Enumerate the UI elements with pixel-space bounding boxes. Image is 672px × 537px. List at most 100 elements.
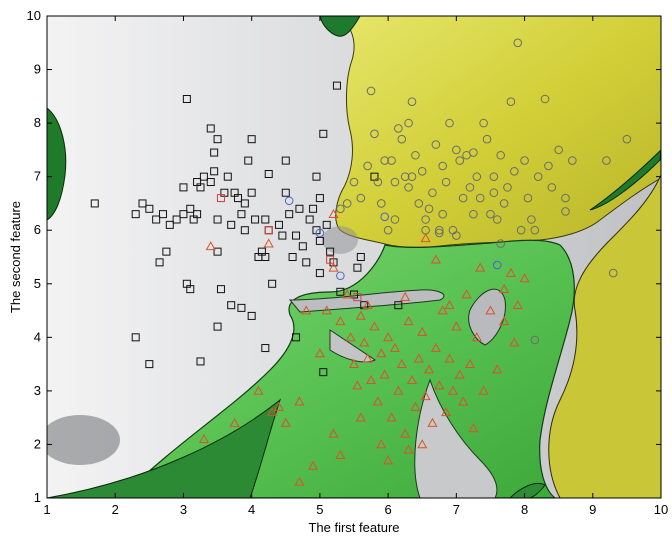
triangle-data-point [359, 337, 370, 347]
square-data-point [288, 253, 297, 261]
triangle-data-point [335, 449, 346, 460]
circle-data-point [469, 148, 478, 157]
triangle-data-point [294, 476, 305, 486]
triangle-data-point [253, 385, 264, 395]
triangle-data-point [366, 374, 377, 385]
y-tick-label: 8 [34, 115, 41, 130]
square-data-point [261, 253, 270, 261]
circle-data-point [465, 183, 475, 192]
triangle-data-point [294, 396, 305, 406]
triangle-data-point [389, 342, 400, 352]
x-tick-label: 9 [589, 502, 596, 517]
triangle-data-point [386, 412, 397, 422]
square-data-point [326, 247, 335, 256]
square-data-point [315, 269, 324, 278]
triangle-data-point [198, 433, 209, 443]
square-data-point [138, 199, 147, 208]
circle-data-point [475, 193, 485, 203]
square-data-point [213, 215, 222, 224]
square-data-point [353, 263, 362, 272]
square-data-point [186, 204, 195, 213]
triangle-data-point [441, 407, 452, 417]
x-tick-label: 7 [453, 502, 460, 517]
square-data-point [223, 172, 232, 181]
gray-inner-sliver [288, 289, 445, 313]
square-data-point [312, 172, 321, 181]
square-data-point [315, 236, 324, 245]
misclassified-circle-point [284, 196, 294, 206]
square-data-point [274, 220, 283, 229]
misclassified-circle-point [336, 271, 345, 281]
square-data-point [247, 188, 256, 197]
circle-data-point [434, 225, 444, 235]
square-data-point [240, 226, 249, 235]
triangle-data-point [342, 289, 353, 299]
triangle-data-point [458, 396, 469, 406]
triangle-data-point [400, 428, 411, 438]
triangle-data-point [345, 332, 356, 342]
triangle-data-point [505, 267, 516, 277]
gray-inner-hole-1 [414, 378, 498, 498]
circle-data-point [397, 134, 407, 144]
circle-data-point [503, 183, 512, 192]
circle-data-point [356, 193, 366, 203]
triangle-data-point [396, 358, 407, 368]
circle-data-point [608, 268, 618, 278]
circle-data-point [523, 193, 533, 203]
triangle-data-point [352, 380, 363, 390]
triangle-data-point [434, 380, 445, 390]
y-tick-label: 9 [34, 62, 41, 77]
circle-data-point [489, 172, 499, 181]
square-data-point [206, 124, 215, 133]
circle-data-point [414, 199, 424, 208]
y-tick-label: 10 [27, 8, 41, 23]
circle-data-point [421, 215, 430, 224]
circle-data-point [342, 199, 352, 208]
triangle-data-point [430, 342, 441, 352]
square-data-point [196, 357, 205, 366]
square-data-point [186, 285, 195, 294]
circle-data-point [373, 177, 383, 187]
triangle-data-point [444, 353, 455, 363]
triangle-data-point [355, 310, 366, 320]
square-data-point [240, 199, 249, 208]
square-data-point [261, 215, 270, 224]
triangle-data-point [379, 369, 390, 379]
square-data-point [179, 210, 188, 219]
triangle-data-point [383, 455, 394, 465]
circle-data-point [455, 156, 465, 165]
circle-data-point [380, 156, 390, 165]
square-data-point [182, 95, 191, 104]
square-data-point [268, 279, 277, 288]
square-data-point [261, 344, 270, 353]
circle-data-point [445, 118, 454, 128]
square-data-point [394, 301, 403, 310]
triangle-data-point [451, 321, 462, 331]
square-data-point [319, 368, 328, 377]
triangle-data-point [328, 428, 339, 438]
triangle-data-point [512, 299, 523, 310]
circle-data-point [510, 167, 519, 176]
circle-data-point [390, 215, 400, 224]
dark-green-patch-top [319, 16, 361, 37]
dark-green-patch-left [47, 107, 67, 221]
square-data-point [155, 258, 164, 267]
square-data-point [336, 287, 345, 296]
triangle-data-point [403, 316, 414, 326]
triangle-data-point [430, 254, 441, 264]
triangle-data-point [362, 299, 373, 310]
triangle-data-point [509, 337, 520, 347]
triangle-data-point [383, 332, 394, 342]
triangle-data-point [321, 305, 332, 315]
circle-data-point [407, 172, 417, 181]
circle-data-point [424, 204, 434, 214]
triangle-data-point [475, 262, 486, 272]
triangle-data-point [444, 299, 455, 310]
circle-data-point [431, 140, 441, 149]
circle-data-point [407, 97, 417, 106]
square-data-point [264, 169, 273, 178]
circle-data-point [390, 177, 400, 187]
misclassified-square-point [326, 255, 335, 264]
misclassified-circle-point [315, 228, 325, 238]
square-data-point [278, 231, 287, 240]
